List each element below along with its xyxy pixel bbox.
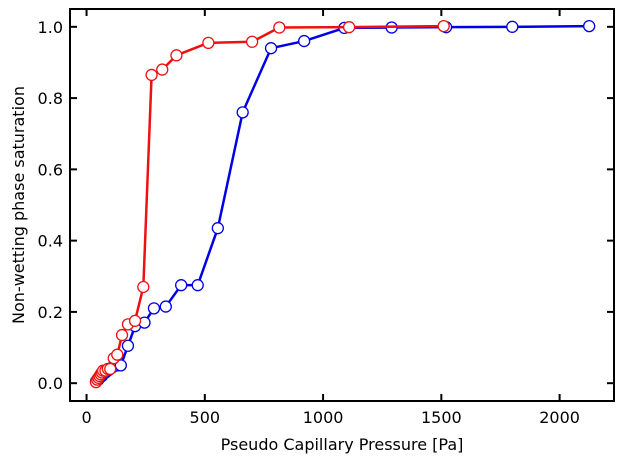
series-blue-point — [191, 279, 204, 292]
series-red-point — [128, 314, 142, 327]
y-tick-label: 0.0 — [38, 374, 63, 393]
series-blue-point — [264, 42, 278, 55]
series-blue-point — [236, 106, 249, 119]
series-blue-point — [298, 34, 311, 48]
y-tick-label: 0.6 — [38, 160, 63, 179]
x-axis-label: Pseudo Capillary Pressure [Pa] — [221, 435, 464, 454]
series-red-point — [115, 328, 129, 342]
x-tick-label: 1500 — [421, 408, 462, 427]
axis-ticks: 0 500 1000 1500 2000 0.0 0.2 0.4 0.6 0.8 1.0 — [38, 9, 614, 427]
series-red-point — [104, 362, 117, 376]
y-tick-label: 0.4 — [38, 232, 63, 251]
series-blue-point — [583, 19, 596, 33]
series-red-point — [156, 63, 169, 76]
series-red-point — [170, 49, 183, 62]
series-blue-point — [175, 279, 188, 292]
series-red-point — [342, 21, 356, 34]
plot-frame — [69, 8, 615, 402]
series-red-point — [111, 348, 124, 361]
series-blue-point — [211, 222, 224, 235]
series-red-point — [145, 68, 158, 82]
series-red-point — [245, 35, 259, 48]
x-tick-label: 500 — [190, 408, 221, 427]
series-red-point — [137, 280, 150, 294]
y-axis-label: Non-wetting phase saturation — [9, 86, 28, 324]
series-red-point — [273, 21, 286, 34]
y-tick-label: 1.0 — [38, 18, 63, 37]
x-tick-label: 2000 — [539, 408, 580, 427]
series-blue-point — [121, 339, 135, 352]
series-layer — [89, 19, 596, 389]
series-red-point — [437, 19, 450, 33]
series-blue-point — [506, 20, 519, 33]
x-tick-label: 1000 — [303, 408, 344, 427]
y-tick-label: 0.2 — [38, 303, 63, 322]
series-red — [89, 19, 450, 389]
series-blue-point — [159, 300, 172, 313]
series-blue-point — [114, 359, 128, 372]
y-tick-label: 0.8 — [38, 89, 63, 108]
series-blue-point — [147, 302, 161, 315]
x-tick-label: 0 — [81, 408, 91, 427]
series-red-point — [202, 36, 215, 50]
